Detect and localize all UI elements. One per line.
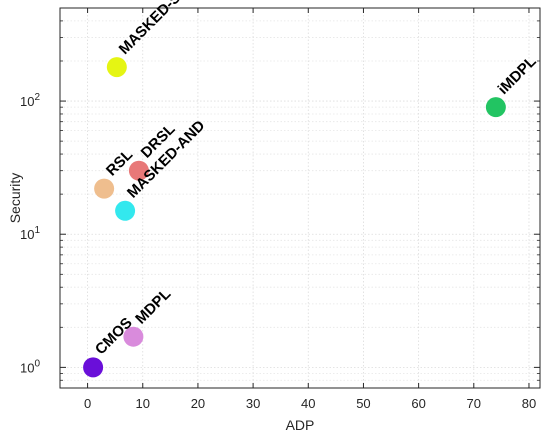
data-point-mdpl: [123, 326, 144, 347]
data-point-rsl: [94, 178, 115, 199]
x-tick-label: 0: [84, 396, 91, 411]
x-tick-label: 40: [301, 396, 315, 411]
data-point-masked-and: [115, 200, 136, 221]
plot-frame: [59, 7, 541, 389]
data-point-drsl: [128, 160, 149, 181]
y-tick-base: 10: [20, 360, 34, 375]
y-tick-base: 10: [20, 227, 34, 242]
data-point-imdpl: [485, 97, 506, 118]
data-points: [83, 57, 506, 378]
y-tick-exponent: 1: [34, 225, 40, 236]
x-tick-label: 70: [467, 396, 481, 411]
data-point-cmos: [83, 357, 104, 378]
x-axis-title: ADP: [286, 417, 315, 433]
y-axis-title: Security: [7, 173, 23, 224]
y-tick-exponent: 2: [34, 92, 40, 103]
y-tick-label: 102: [20, 92, 40, 109]
y-tick-label: 101: [20, 225, 40, 242]
x-tick-label: 20: [191, 396, 205, 411]
y-tick-exponent: 0: [34, 358, 40, 369]
x-tick-label: 30: [246, 396, 260, 411]
y-tick-base: 10: [20, 94, 34, 109]
y-tick-label: 100: [20, 358, 40, 375]
x-tick-label: 80: [522, 396, 536, 411]
major-gridlines: [60, 8, 540, 388]
x-tick-label: 60: [411, 396, 425, 411]
x-tick-label: 10: [136, 396, 150, 411]
x-tick-label: 50: [356, 396, 370, 411]
data-point-masked-sabl: [106, 57, 127, 78]
